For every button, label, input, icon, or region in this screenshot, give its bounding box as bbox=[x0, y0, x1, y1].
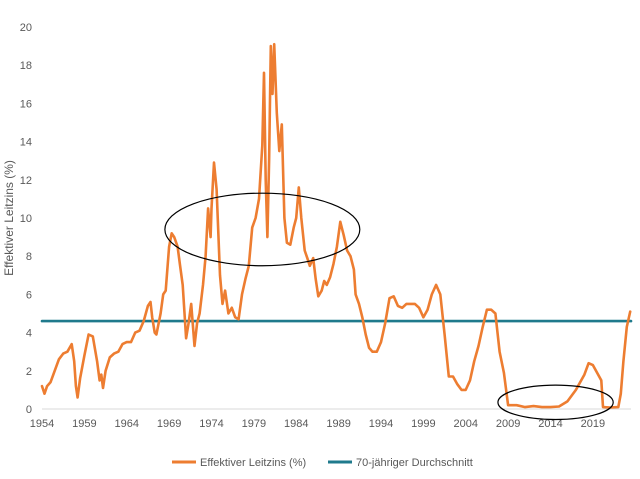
y-tick-label: 2 bbox=[26, 366, 32, 378]
x-tick-label: 1979 bbox=[242, 418, 266, 430]
x-tick-label: 1994 bbox=[369, 418, 393, 430]
y-tick-label: 18 bbox=[20, 60, 32, 72]
legend-label-durchschnitt: 70-jähriger Durchschnitt bbox=[356, 457, 473, 469]
x-tick-label: 1984 bbox=[284, 418, 308, 430]
x-tick-label: 1969 bbox=[157, 418, 181, 430]
annotation-ellipse bbox=[164, 192, 361, 267]
x-tick-label: 2014 bbox=[538, 418, 562, 430]
x-tick-label: 1964 bbox=[115, 418, 139, 430]
y-tick-label: 16 bbox=[20, 98, 32, 110]
annotation-ellipse bbox=[497, 384, 614, 421]
legend-label-leitzins: Effektiver Leitzins (%) bbox=[200, 457, 306, 469]
y-tick-label: 6 bbox=[26, 289, 32, 301]
annotation-ellipses bbox=[164, 192, 614, 421]
y-tick-label: 4 bbox=[26, 328, 32, 340]
x-tick-label: 1999 bbox=[411, 418, 435, 430]
x-tick-label: 2019 bbox=[581, 418, 605, 430]
x-tick-label: 1959 bbox=[72, 418, 96, 430]
y-axis-label: Effektiver Leitzins (%) bbox=[2, 160, 16, 276]
series-line-leitzins bbox=[40, 42, 632, 409]
y-tick-label: 14 bbox=[20, 137, 32, 149]
legend: Effektiver Leitzins (%) 70-jähriger Durc… bbox=[172, 457, 473, 469]
y-tick-label: 8 bbox=[26, 251, 32, 263]
y-tick-labels: 0 2 4 6 8 10 12 14 16 18 20 bbox=[20, 22, 32, 416]
x-tick-label: 1989 bbox=[326, 418, 350, 430]
x-tick-label: 1954 bbox=[30, 418, 54, 430]
y-tick-label: 20 bbox=[20, 22, 32, 34]
y-tick-label: 10 bbox=[20, 213, 32, 225]
series-lines bbox=[40, 42, 633, 409]
x-tick-label: 2004 bbox=[453, 418, 477, 430]
x-tick-labels: 1954 1959 1964 1969 1974 1979 1984 1989 1994 1999… bbox=[30, 418, 605, 430]
x-tick-label: 2009 bbox=[496, 418, 520, 430]
y-tick-label: 0 bbox=[26, 404, 32, 416]
x-tick-label: 1974 bbox=[199, 418, 223, 430]
y-tick-label: 12 bbox=[20, 175, 32, 187]
